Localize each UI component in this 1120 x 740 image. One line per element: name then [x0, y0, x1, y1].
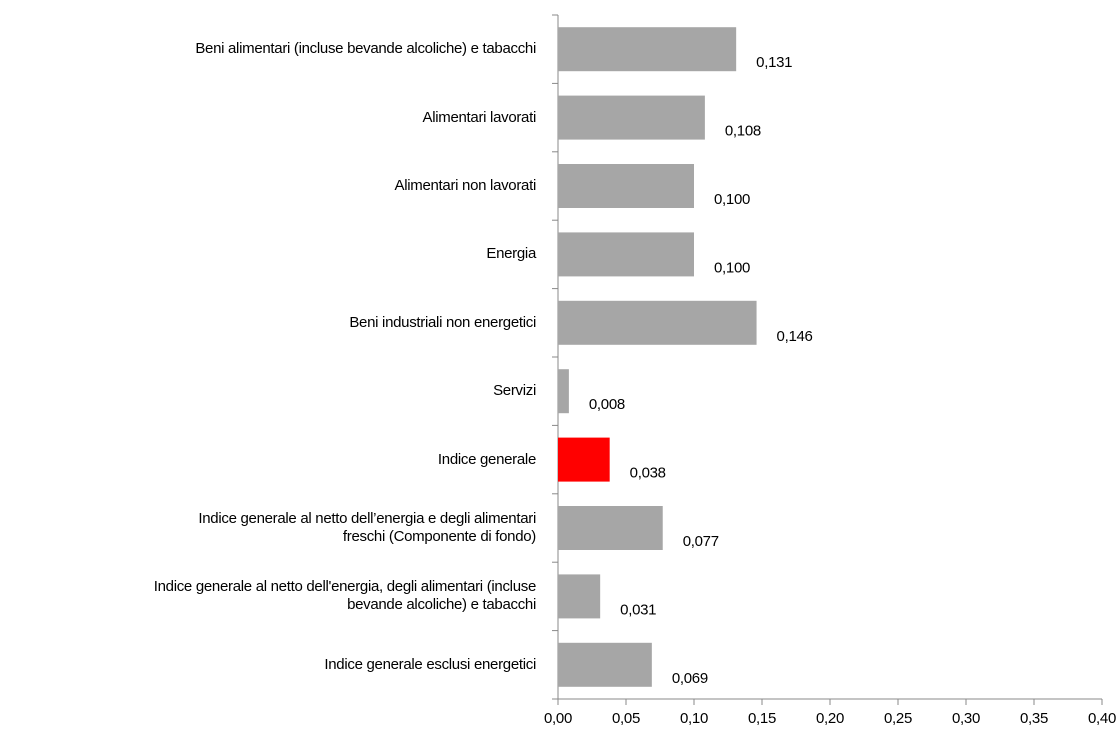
x-tick-label: 0,35: [1020, 710, 1048, 727]
value-label: 0,100: [714, 259, 750, 276]
value-label: 0,069: [672, 670, 708, 687]
bar: [558, 95, 705, 140]
category-label: Indice generale al netto dell’energia e …: [198, 510, 536, 545]
x-tick-label: 0,30: [952, 710, 980, 727]
category-label: Alimentari non lavorati: [394, 177, 536, 194]
x-tick-label: 0,20: [816, 710, 844, 727]
x-tick-label: 0,15: [748, 710, 776, 727]
value-label: 0,131: [756, 54, 792, 71]
category-label: Beni alimentari (incluse bevande alcolic…: [195, 40, 536, 58]
category-label: Energia: [486, 245, 536, 263]
bar: [558, 232, 694, 277]
value-label: 0,031: [620, 601, 656, 618]
bar: [558, 300, 757, 345]
value-label: 0,038: [630, 465, 666, 482]
value-label: 0,077: [683, 533, 719, 550]
value-label: 0,100: [714, 191, 750, 208]
category-label: Indice generale al netto dell'energia, d…: [153, 578, 537, 614]
category-label: Indice generale: [437, 450, 536, 468]
bar: [558, 642, 652, 687]
bar: [558, 369, 569, 414]
x-tick-label: 0,05: [612, 710, 640, 727]
value-label: 0,108: [725, 123, 761, 140]
x-tick-label: 0,40: [1088, 710, 1116, 727]
bar: [558, 506, 663, 550]
x-tick-label: 0,00: [544, 710, 572, 727]
x-tick-label: 0,10: [680, 710, 708, 727]
bar: [558, 574, 601, 619]
category-label: Alimentari lavorati: [422, 108, 536, 126]
bar: [558, 164, 694, 208]
value-label: 0,146: [777, 328, 813, 345]
value-label: 0,008: [589, 396, 625, 413]
category-label: Indice generale esclusi energetici: [324, 655, 536, 673]
bar: [558, 27, 737, 72]
bar: [558, 437, 610, 482]
x-tick-label: 0,25: [884, 710, 912, 727]
category-label: Servizi: [493, 382, 536, 400]
category-label: Beni industriali non energetici: [349, 313, 536, 331]
